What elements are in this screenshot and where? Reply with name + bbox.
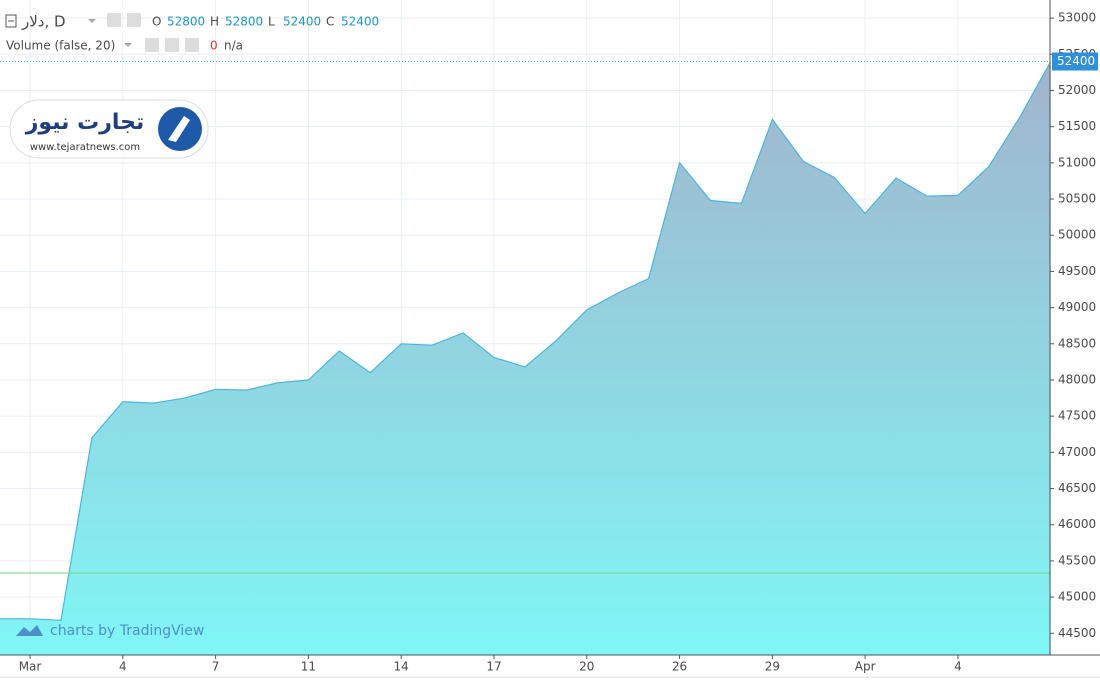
tv-icon: [16, 625, 43, 636]
x-tick-label: 20: [579, 660, 594, 674]
x-tick-label: 4: [119, 660, 127, 674]
y-tick-label: 50500: [1058, 192, 1096, 206]
icon[interactable]: [185, 38, 199, 52]
attribution: charts by TradingView: [50, 623, 204, 639]
x-tick-label: 26: [672, 660, 687, 674]
logo-name: تجارت نیوز: [25, 110, 145, 135]
ohlc-value: 52400: [283, 15, 321, 29]
y-tick-label: 48500: [1058, 336, 1096, 350]
ohlc-value: 52400: [341, 15, 379, 29]
x-tick-label: 29: [765, 660, 780, 674]
volume-na: n/a: [224, 39, 243, 53]
x-tick-label: 4: [954, 660, 962, 674]
y-tick-label: 44500: [1058, 626, 1096, 640]
logo-url: www.tejaratnews.com: [30, 142, 140, 153]
x-tick-label: 11: [301, 660, 316, 674]
logo-icon: [168, 116, 190, 142]
dropdown[interactable]: [88, 19, 96, 23]
icon[interactable]: [107, 13, 121, 27]
icon[interactable]: [127, 13, 141, 27]
x-tick-label: Mar: [19, 660, 42, 674]
y-tick-label: 45500: [1058, 553, 1096, 567]
x-tick-label: 7: [212, 660, 220, 674]
ohlc-label: H: [210, 15, 219, 29]
x-tick-label: 17: [486, 660, 501, 674]
collapse-icon[interactable]: [5, 14, 17, 28]
y-tick-label: 50000: [1058, 228, 1096, 242]
area-line: [0, 61, 1052, 621]
volume-value: 0: [210, 39, 218, 53]
y-tick-label: 46500: [1058, 481, 1096, 495]
y-tick-label: 48000: [1058, 372, 1096, 386]
ohlc-label: C: [326, 15, 334, 29]
y-tick-label: 47500: [1058, 409, 1096, 423]
y-tick-label: 46000: [1058, 517, 1096, 531]
x-tick-label: 14: [394, 660, 409, 674]
y-tick-label: 52000: [1058, 83, 1096, 97]
symbol: دلار, D: [21, 13, 66, 31]
y-tick-label: 51000: [1058, 155, 1096, 169]
y-tick-label: 45000: [1058, 590, 1096, 604]
price-label-box: [1052, 52, 1098, 71]
dropdown[interactable]: [124, 43, 132, 47]
y-tick-label: 47000: [1058, 445, 1096, 459]
area-fill: [0, 61, 1051, 655]
icon[interactable]: [145, 38, 159, 52]
y-tick-label: 51500: [1058, 119, 1096, 133]
volume-title: Volume (false, 20): [6, 39, 115, 53]
x-tick-label: Apr: [855, 660, 876, 674]
icon[interactable]: [165, 38, 179, 52]
ohlc-label: O: [152, 15, 161, 29]
ohlc-label: L: [268, 15, 275, 29]
y-tick-label: 49000: [1058, 300, 1096, 314]
price-label: 52400: [1057, 54, 1095, 68]
logo-box: [9, 99, 209, 159]
y-tick-label: 49500: [1058, 264, 1096, 278]
ohlc-value: 52800: [225, 15, 263, 29]
ohlc-value: 52800: [167, 15, 205, 29]
y-tick-label: 53000: [1058, 11, 1096, 25]
